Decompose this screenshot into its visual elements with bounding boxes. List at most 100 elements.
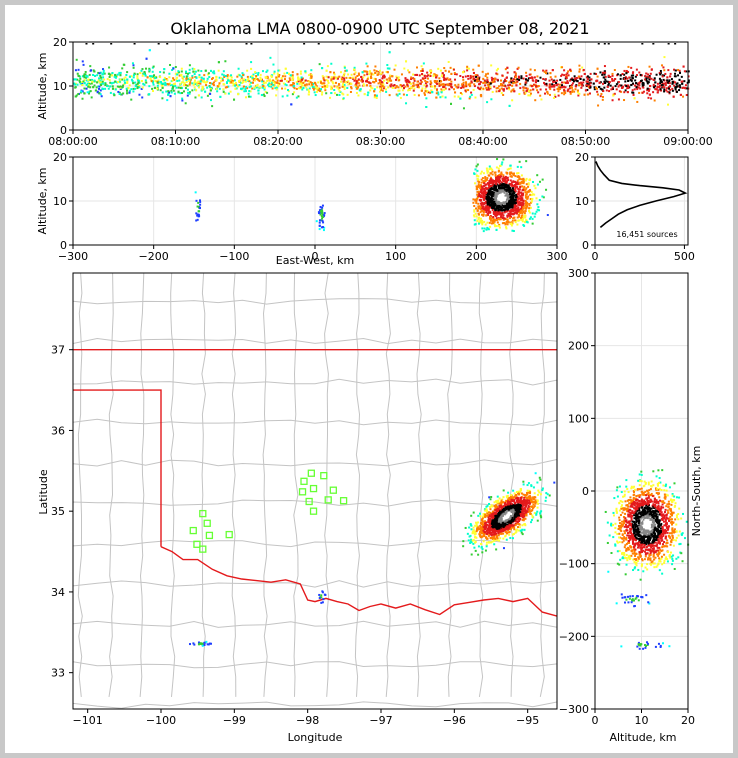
ew-height-source <box>511 187 514 190</box>
time-height-source <box>553 84 556 87</box>
time-height-source <box>620 84 623 87</box>
time-height-flash-marker <box>419 43 422 45</box>
time-height-source <box>280 77 283 80</box>
time-height-x-tick-label: 09:00:00 <box>663 135 712 148</box>
time-height-source <box>264 90 267 93</box>
time-height-source <box>246 87 249 90</box>
time-height-source <box>642 86 645 89</box>
time-height-source <box>212 81 215 84</box>
time-height-source <box>489 86 492 89</box>
ew-height-source <box>499 190 502 193</box>
time-height-source <box>602 82 605 85</box>
time-height-source <box>561 73 564 76</box>
time-height-source <box>313 91 316 94</box>
time-height-source <box>90 96 93 99</box>
time-height-source <box>626 87 629 90</box>
time-height-source <box>522 77 525 80</box>
time-height-source <box>375 96 378 99</box>
ew-height-source <box>520 218 523 221</box>
ew-height-source <box>510 184 513 187</box>
ew-height-source <box>479 219 482 222</box>
time-height-source <box>434 76 437 79</box>
time-height-source <box>621 72 624 75</box>
time-height-source <box>358 84 361 87</box>
time-height-source <box>661 74 664 77</box>
time-height-source <box>475 78 478 81</box>
time-height-source <box>179 87 182 90</box>
time-height-source <box>167 93 170 96</box>
time-height-source <box>81 60 84 63</box>
map-source <box>505 538 508 541</box>
time-height-source <box>142 82 145 85</box>
time-height-source <box>191 76 194 79</box>
time-height-source <box>273 70 276 73</box>
time-height-source <box>660 84 663 87</box>
time-height-source <box>287 90 290 93</box>
time-height-source <box>483 79 486 82</box>
time-height-source <box>527 77 530 80</box>
time-height-source <box>668 79 671 82</box>
time-height-source <box>98 72 101 75</box>
time-height-source <box>578 92 581 95</box>
time-height-source <box>88 83 91 86</box>
ew-height-source <box>482 203 485 206</box>
time-height-source <box>631 72 634 75</box>
county-line <box>73 418 557 426</box>
ew-height-source <box>515 195 518 198</box>
time-height-source <box>653 86 656 89</box>
map-source <box>505 495 508 498</box>
ew-height-source <box>490 192 493 195</box>
time-height-source <box>83 79 86 82</box>
time-height-source <box>307 93 310 96</box>
time-height-source <box>429 83 432 86</box>
time-height-source <box>469 95 472 98</box>
time-height-source <box>310 73 313 76</box>
time-height-source <box>188 79 191 82</box>
time-height-source <box>506 71 509 74</box>
time-height-source <box>119 78 122 81</box>
time-height-source <box>514 76 517 79</box>
ew-height-source <box>508 206 511 209</box>
time-height-source <box>275 88 278 91</box>
ew-height-source <box>493 185 496 188</box>
time-height-source <box>216 90 219 93</box>
time-height-source <box>669 75 672 78</box>
time-height-source <box>404 85 407 88</box>
time-height-source <box>627 70 630 73</box>
time-height-source <box>323 79 326 82</box>
map-source <box>511 521 514 524</box>
time-height-source <box>363 70 366 73</box>
ew-height-source <box>506 207 509 210</box>
time-height-source <box>586 82 589 85</box>
time-height-source <box>221 79 224 82</box>
time-height-source <box>281 95 284 98</box>
time-height-source <box>391 75 394 78</box>
time-height-source <box>86 91 89 94</box>
time-height-source <box>562 85 565 88</box>
time-height-flash-marker <box>554 43 557 45</box>
time-height-source <box>247 92 250 95</box>
time-height-flash-marker <box>372 43 375 45</box>
time-height-source <box>322 78 325 81</box>
time-height-source <box>412 73 415 76</box>
ew-height-source <box>510 201 513 204</box>
time-height-source <box>414 73 417 76</box>
time-height-source <box>678 89 681 92</box>
time-height-source <box>407 89 410 92</box>
time-height-source <box>671 80 674 83</box>
time-height-source <box>604 82 607 85</box>
time-height-source <box>176 71 179 74</box>
time-height-source <box>386 67 389 70</box>
time-height-source <box>467 75 470 78</box>
time-height-source <box>424 77 427 80</box>
ew-height-source <box>484 176 487 179</box>
map-source <box>528 489 531 492</box>
time-height-source <box>334 81 337 84</box>
time-height-source <box>575 84 578 87</box>
time-height-source <box>412 89 415 92</box>
time-height-source <box>616 73 619 76</box>
time-height-source <box>349 90 352 93</box>
time-height-source <box>577 84 580 87</box>
ew-height-source <box>197 213 200 216</box>
time-height-source <box>300 79 303 82</box>
